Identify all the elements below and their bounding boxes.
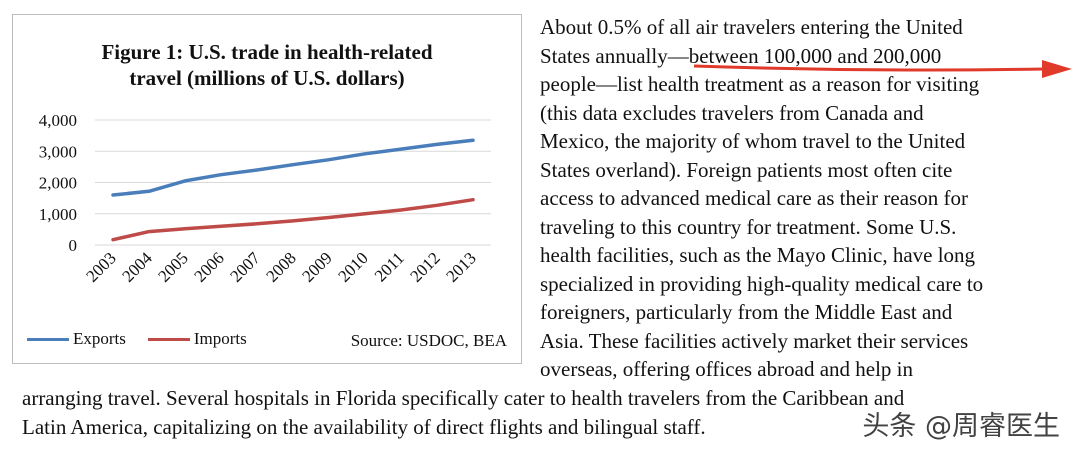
x-tick-label: 2013 xyxy=(442,248,479,285)
text-line: health facilities, such as the Mayo Clin… xyxy=(540,243,976,267)
text-line: States overland). Foreign patients most … xyxy=(540,157,953,182)
chart-legend: Exports Imports xyxy=(27,329,269,349)
x-tick-label: 2007 xyxy=(226,248,264,286)
y-tick-label: 0 xyxy=(69,236,78,255)
legend-swatch-exports xyxy=(27,337,69,341)
x-tick-label: 2003 xyxy=(82,248,119,285)
watermark: 头条 @周睿医生 xyxy=(862,411,1060,442)
legend-item-exports: Exports xyxy=(27,329,126,349)
text-line: access to advanced medical care as their… xyxy=(540,186,968,210)
legend-swatch-imports xyxy=(147,337,190,341)
legend-label-exports: Exports xyxy=(73,329,126,348)
series-line-exports xyxy=(111,138,475,197)
figure-1: Figure 1: U.S. trade in health-related t… xyxy=(12,14,522,364)
arrow-head xyxy=(1042,60,1072,78)
chart-title-line-2: travel (millions of U.S. dollars) xyxy=(129,66,405,90)
x-tick-label: 2004 xyxy=(118,248,156,286)
chart-title: Figure 1: U.S. trade in health-related t… xyxy=(13,39,521,91)
text-line: foreigners, particularly from the Middle… xyxy=(540,300,953,324)
legend-label-imports: Imports xyxy=(193,329,247,348)
y-tick-label: 4,000 xyxy=(39,111,77,130)
x-tick-label: 2012 xyxy=(406,248,443,285)
x-tick-label: 2010 xyxy=(334,248,371,285)
text-line: (this data excludes travelers from Canad… xyxy=(540,100,924,125)
text-line: people—list health treatment as a reason… xyxy=(540,72,980,96)
text-line: Mexico, the majority of whom travel to t… xyxy=(540,129,966,153)
body-paragraph-bottom: arranging travel. Several hospitals in F… xyxy=(22,384,904,441)
x-tick-label: 2009 xyxy=(298,248,335,285)
body-paragraph-right: About 0.5% of all air travelers entering… xyxy=(540,13,983,384)
text-line: Asia. These facilities actively market t… xyxy=(540,328,969,353)
text-line: traveling to this country for treatment.… xyxy=(540,214,957,239)
x-tick-label: 2006 xyxy=(190,248,227,285)
x-tick-label: 2008 xyxy=(262,248,299,285)
chart-source: Source: USDOC, BEA xyxy=(350,331,507,350)
paragraph-text-right: About 0.5% of all air travelers entering… xyxy=(540,13,983,384)
chart-title-line-1: Figure 1: U.S. trade in health-related xyxy=(101,40,433,64)
text-line: Latin America, capitalizing on the avail… xyxy=(22,414,706,439)
line-chart: 01,0002,0003,0004,0002003200420052006200… xyxy=(39,111,491,286)
arrow-line xyxy=(693,64,1045,72)
y-tick-label: 3,000 xyxy=(39,142,77,161)
text-line: arranging travel. Several hospitals in F… xyxy=(22,386,905,410)
paragraph-text-bottom: arranging travel. Several hospitals in F… xyxy=(22,384,904,441)
text-line: overseas, offering offices abroad and he… xyxy=(540,357,914,381)
x-tick-label: 2005 xyxy=(154,248,191,285)
y-tick-label: 2,000 xyxy=(39,174,77,193)
x-tick-label: 2011 xyxy=(371,248,408,285)
y-tick-label: 1,000 xyxy=(39,205,77,224)
text-line: specialized in providing high-quality me… xyxy=(540,271,984,296)
series-line-imports xyxy=(111,197,475,242)
text-line: About 0.5% of all air travelers entering… xyxy=(540,15,963,39)
legend-item-imports: Imports xyxy=(147,329,247,349)
red-arrow-annotation xyxy=(693,60,1072,78)
text-line: States annually—between 100,000 and 200,… xyxy=(540,43,942,68)
